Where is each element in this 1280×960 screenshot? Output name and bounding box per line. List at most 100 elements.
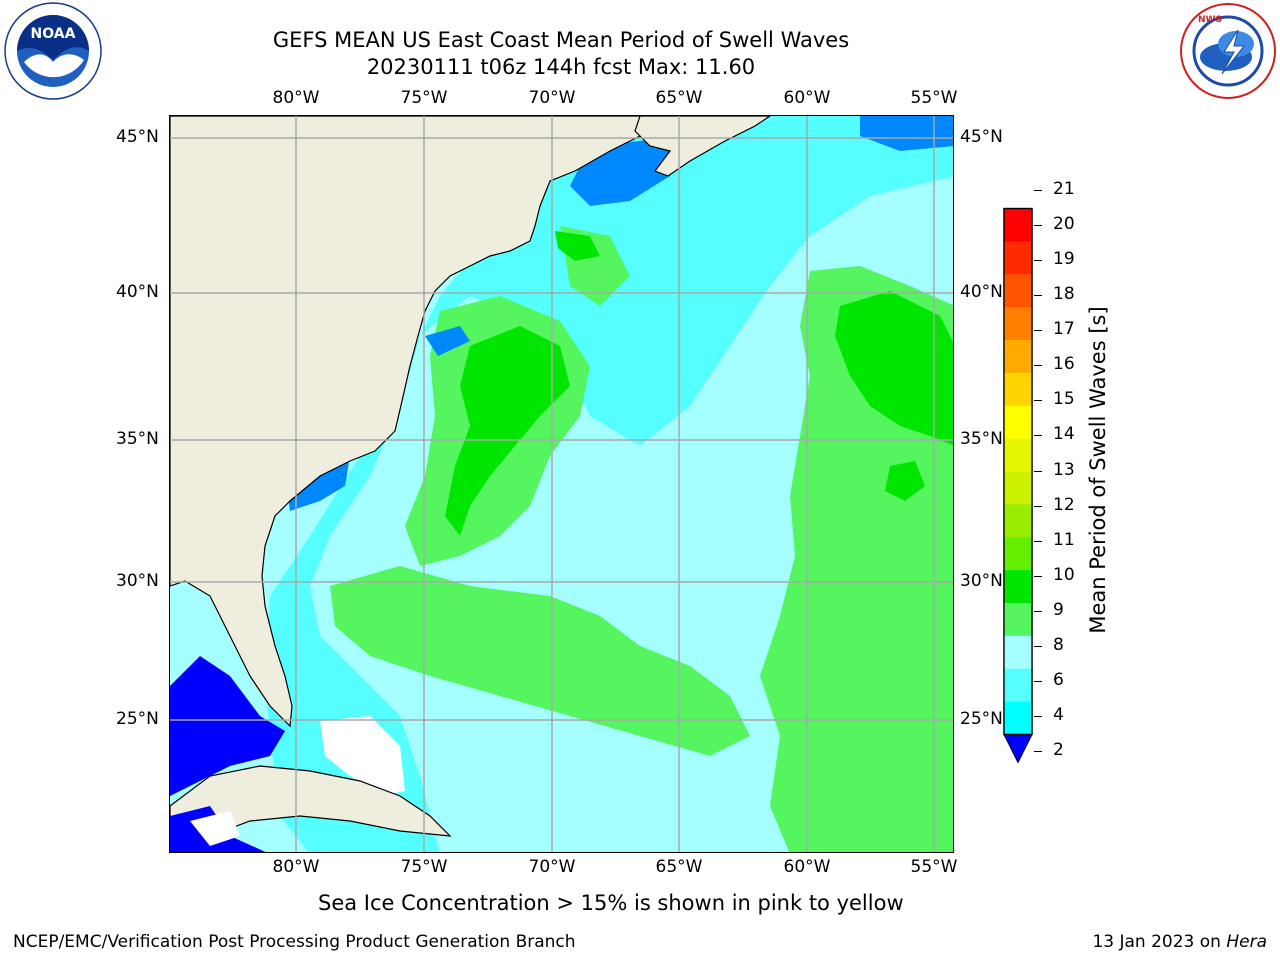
colorbar-tick-label: 19 <box>1053 249 1075 270</box>
colorbar-tick-mark <box>1034 190 1042 191</box>
lon-label-bottom: 70°W <box>528 857 576 877</box>
colorbar-frame <box>1003 207 1033 736</box>
colorbar-tick-label: 8 <box>1053 634 1064 655</box>
lon-label-bottom: 80°W <box>272 857 320 877</box>
lon-label-top: 60°W <box>783 88 831 108</box>
colorbar-swatch <box>1003 274 1033 308</box>
colorbar-tick-mark <box>1034 610 1042 612</box>
us-landmass <box>170 116 672 728</box>
colorbar-tick-mark <box>1034 225 1042 227</box>
lat-label-left: 30°N <box>116 571 159 591</box>
colorbar-tick-label: 18 <box>1053 284 1075 305</box>
colorbar-swatch <box>1003 635 1033 670</box>
lat-label-left: 40°N <box>116 282 159 302</box>
colorbar-tick-mark <box>1034 330 1042 332</box>
colorbar-tick-label: 13 <box>1053 459 1075 480</box>
colorbar-swatch <box>1003 438 1033 472</box>
swell-band-2-4 <box>425 326 470 356</box>
colorbar-tick-mark <box>1034 365 1042 367</box>
colorbar <box>1003 207 1033 764</box>
swell-period-map <box>169 115 954 853</box>
lon-label-top: 65°W <box>655 88 703 108</box>
lat-label-left: 45°N <box>116 127 159 147</box>
colorbar-tick-label: 21 <box>1053 179 1075 199</box>
map-title: GEFS MEAN US East Coast Mean Period of S… <box>272 28 850 52</box>
lat-label-right: 25°N <box>960 709 1003 729</box>
swell-band-10-11 <box>885 461 925 501</box>
colorbar-swatch <box>1003 602 1033 637</box>
noaa-logo-icon: NOAA <box>4 2 102 100</box>
colorbar-tick-mark <box>1034 260 1042 262</box>
swell-band-2-4 <box>860 116 953 151</box>
swell-band-10-11 <box>835 291 953 446</box>
canada-maritimes <box>634 116 772 177</box>
colorbar-tick-mark <box>1034 295 1042 297</box>
colorbar-swatch <box>1003 372 1033 407</box>
svg-text:NWS: NWS <box>1198 15 1222 25</box>
graticule <box>170 116 953 852</box>
lon-label-top: 75°W <box>400 88 448 108</box>
colorbar-tick-label: 16 <box>1053 354 1075 375</box>
footer-credit: NCEP/EMC/Verification Post Processing Pr… <box>13 932 576 952</box>
colorbar-tick-label: 11 <box>1053 529 1075 550</box>
lon-label-top: 55°W <box>910 88 958 108</box>
colorbar-tick-label: 15 <box>1053 389 1075 410</box>
footer-machine: Hera <box>1226 932 1267 952</box>
colorbar-tick-mark <box>1034 470 1042 472</box>
swell-band-10-11 <box>445 326 570 536</box>
lon-label-top: 70°W <box>528 88 576 108</box>
lat-label-left: 35°N <box>116 429 159 449</box>
colorbar-tick-mark <box>1034 751 1042 752</box>
colorbar-tick-label: 4 <box>1053 704 1064 725</box>
colorbar-tick-mark <box>1034 435 1042 437</box>
colorbar-tick-label: 14 <box>1053 424 1075 445</box>
florida-missing-area <box>170 656 285 796</box>
map-subtitle: 20230111 t06z 144h fcst Max: 11.60 <box>366 55 756 79</box>
colorbar-tick-mark <box>1034 680 1042 682</box>
colorbar-tick-mark <box>1034 715 1042 717</box>
colorbar-tick-label: 6 <box>1053 669 1064 690</box>
swell-band-10-11 <box>555 231 600 261</box>
noaa-logo-text: NOAA <box>31 26 76 42</box>
colorbar-tick-label: 20 <box>1053 214 1075 235</box>
lon-label-bottom: 60°W <box>783 857 831 877</box>
colorbar-swatch <box>1003 208 1033 242</box>
colorbar-tick-label: 10 <box>1053 564 1075 585</box>
footer-date-text: 13 Jan 2023 on <box>1092 932 1221 952</box>
colorbar-tick-label: 12 <box>1053 494 1075 515</box>
colorbar-swatch <box>1003 504 1033 538</box>
lon-label-top: 80°W <box>272 88 320 108</box>
cuba-missing <box>190 811 240 846</box>
colorbar-label: Mean Period of Swell Waves [s] <box>1086 306 1110 634</box>
colorbar-swatch <box>1003 701 1033 735</box>
lat-label-right: 35°N <box>960 429 1003 449</box>
colorbar-tick-label: 2 <box>1053 740 1064 760</box>
nws-logo-icon: NWS <box>1180 3 1276 99</box>
swell-band-9-10 <box>330 566 750 756</box>
footer-date: 13 Jan 2023 on Hera <box>1092 932 1267 952</box>
colorbar-tick-label: 17 <box>1053 319 1075 340</box>
lon-label-bottom: 75°W <box>400 857 448 877</box>
colorbar-tick-mark <box>1034 575 1042 577</box>
lat-label-right: 45°N <box>960 127 1003 147</box>
colorbar-under-arrow <box>1003 733 1033 764</box>
colorbar-swatch <box>1003 537 1033 571</box>
lat-label-right: 30°N <box>960 571 1003 591</box>
colorbar-swatch <box>1003 405 1033 440</box>
colorbar-tick-mark <box>1034 505 1042 507</box>
colorbar-tick-mark <box>1034 645 1042 647</box>
lon-label-bottom: 55°W <box>910 857 958 877</box>
colorbar-swatch <box>1003 241 1033 275</box>
bahamas-missing <box>320 716 405 796</box>
lat-label-left: 25°N <box>116 709 159 729</box>
colorbar-swatches <box>1003 208 1033 735</box>
lon-label-bottom: 65°W <box>655 857 703 877</box>
colorbar-swatch <box>1003 471 1033 505</box>
colorbar-tick-mark <box>1034 540 1042 542</box>
colorbar-swatch <box>1003 339 1033 374</box>
swell-band-2-4 <box>288 456 350 511</box>
colorbar-tick-mark <box>1034 400 1042 402</box>
map-canvas <box>170 116 953 852</box>
colorbar-tick-label: 9 <box>1053 599 1064 620</box>
colorbar-swatch <box>1003 307 1033 341</box>
